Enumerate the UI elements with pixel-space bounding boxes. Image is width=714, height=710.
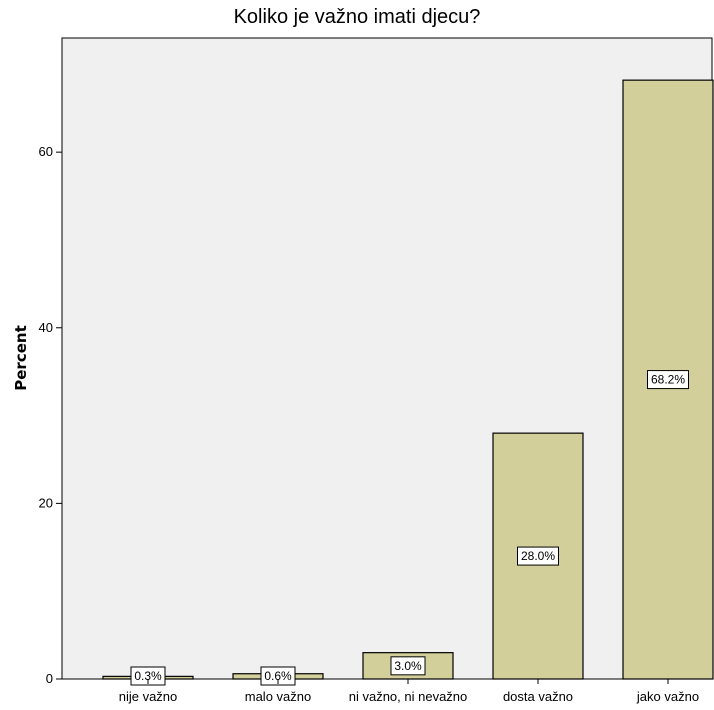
y-axis-label: Percent	[12, 325, 30, 390]
y-tick-label: 20	[39, 495, 53, 510]
plot-area	[61, 37, 713, 680]
bars-group: 0.3% 0.6% 3.0% 28.0% 68.2%	[102, 79, 714, 686]
x-tick-label: nije važno	[119, 689, 178, 704]
y-tick-label: 40	[39, 320, 53, 335]
chart-title: Koliko je važno imati djecu?	[233, 6, 481, 28]
data-label: 0.6%	[264, 669, 292, 683]
x-tick-label: ni važno, ni nevažno	[349, 689, 468, 704]
x-axis: nije važno malo važno ni važno, ni nevažno…	[119, 679, 699, 704]
data-label-box	[130, 666, 166, 686]
data-label: 68.2%	[651, 373, 685, 387]
x-tick-label: malo važno	[245, 689, 311, 704]
x-tick-label: dosta važno	[503, 689, 573, 704]
data-label-box	[390, 656, 426, 676]
x-tick-label: jako važno	[636, 689, 699, 704]
data-label-box	[647, 370, 689, 390]
data-label: 0.3%	[134, 669, 162, 683]
y-axis: 0 20 40 60	[39, 144, 62, 686]
data-label: 3.0%	[394, 659, 422, 673]
data-label-box	[260, 666, 296, 686]
y-tick-label: 60	[39, 144, 53, 159]
data-label: 28.0%	[521, 549, 555, 563]
data-label-box	[517, 546, 559, 566]
y-tick-label: 0	[46, 671, 53, 686]
